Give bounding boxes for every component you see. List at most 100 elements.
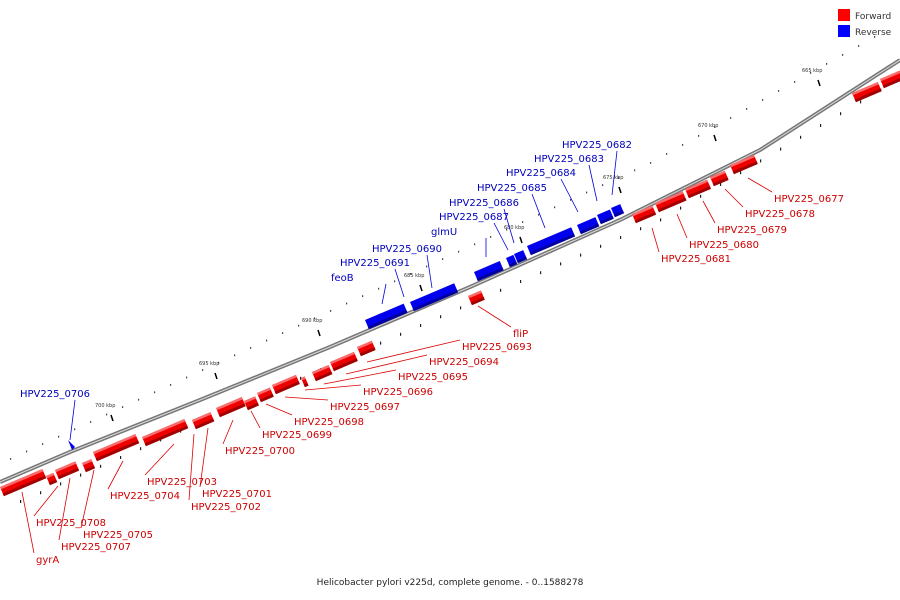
gene-shadow	[882, 76, 900, 89]
forward-gene	[852, 82, 882, 103]
minor-tick	[650, 162, 652, 164]
minor-tick	[120, 456, 122, 459]
minor-tick	[314, 317, 316, 320]
label-leader-line	[58, 477, 71, 541]
gene-shadow	[274, 381, 300, 395]
minor-tick	[522, 221, 524, 223]
gene-shadow	[367, 310, 408, 330]
gene-body	[577, 217, 599, 234]
gene-shine	[244, 396, 257, 404]
minor-tick	[250, 347, 252, 349]
gene-body	[880, 70, 900, 88]
gene-shadow	[359, 347, 376, 357]
minor-tick	[700, 194, 702, 198]
minor-tick	[400, 332, 402, 336]
minor-tick	[300, 376, 302, 380]
reverse-gene	[410, 283, 459, 312]
label-leader-line	[426, 254, 433, 289]
genome-backbone	[0, 58, 900, 484]
minor-tick	[60, 482, 62, 486]
minor-tick	[634, 169, 636, 172]
minor-tick	[26, 450, 28, 453]
gene-shadow	[634, 211, 657, 224]
gene-body	[365, 303, 408, 329]
label-leader-line	[107, 460, 124, 490]
gene-label: HPV225_0703	[147, 477, 217, 488]
label-leader-line	[531, 193, 546, 229]
minor-tick	[720, 183, 722, 186]
forward-gene	[710, 170, 729, 187]
minor-tick	[640, 227, 642, 231]
gene-label: HPV225_0683	[534, 154, 604, 165]
minor-tick	[460, 306, 462, 310]
gene-shine	[93, 434, 137, 455]
gene-shine	[312, 364, 330, 375]
label-leader-line	[284, 396, 329, 401]
label-leader-line	[250, 410, 261, 429]
forward-gene	[244, 396, 259, 411]
minor-tick	[426, 265, 428, 268]
legend-forward-swatch	[838, 9, 850, 21]
gene-body	[312, 364, 333, 381]
label-leader-line	[222, 419, 234, 445]
gene-shine	[192, 412, 212, 423]
minor-tick	[378, 287, 380, 290]
gene-shadow	[303, 382, 309, 388]
label-leader-line	[588, 164, 598, 202]
gene-shadow	[57, 467, 80, 480]
label-leader-line	[33, 485, 59, 517]
minor-tick	[500, 288, 502, 292]
gene-label: HPV225_0702	[191, 502, 261, 513]
gene-label: HPV225_0680	[689, 240, 759, 251]
tick-mark	[519, 236, 523, 244]
minor-tick	[740, 171, 742, 175]
label-leader-line	[188, 433, 195, 501]
minor-tick	[698, 135, 700, 137]
minor-tick	[90, 421, 92, 423]
forward-gene	[82, 459, 96, 473]
gene-shine	[880, 70, 900, 82]
gene-label: HPV225_0687	[439, 212, 509, 223]
label-leader-line	[144, 443, 175, 476]
minor-tick	[570, 199, 572, 201]
label-leader-line	[477, 305, 512, 328]
minor-tick	[42, 443, 44, 445]
forward-gene	[357, 340, 376, 357]
gene-shine	[330, 351, 355, 365]
gene-label: HPV225_0695	[398, 372, 468, 383]
gene-shine	[301, 376, 306, 381]
gene-body	[474, 261, 504, 281]
minor-tick	[586, 191, 588, 194]
gene-shadow	[314, 371, 333, 382]
minor-tick	[826, 63, 828, 65]
scale-ticks: 665 kbp 670 kbp 675 kbp 680 kbp 685 kbp 690 k…	[95, 68, 822, 422]
gene-shadow	[48, 479, 58, 486]
minor-tick	[780, 147, 782, 151]
label-leader-line	[323, 369, 397, 385]
gene-shine	[685, 179, 709, 192]
gene-shadow	[579, 223, 600, 235]
forward-gene	[685, 179, 711, 199]
minor-tick	[800, 135, 802, 139]
minor-tick	[874, 36, 876, 38]
gene-body	[216, 397, 246, 417]
minor-tick	[860, 100, 862, 104]
gene-shadow	[246, 402, 259, 411]
minor-tick	[346, 302, 348, 305]
gene-shadow	[712, 177, 729, 187]
minor-tick	[10, 458, 12, 460]
minor-tick	[282, 332, 284, 334]
gene-label: HPV225_0708	[36, 518, 106, 529]
gene-label: HPV225_0679	[717, 225, 787, 236]
minor-tick	[794, 81, 796, 83]
reverse-gene	[577, 217, 600, 235]
forward-gene	[301, 376, 309, 388]
gene-shine	[82, 459, 93, 466]
minor-tick	[760, 159, 762, 163]
gene-shine	[142, 419, 186, 440]
minor-tick	[520, 280, 522, 283]
gene-shadow	[259, 393, 274, 403]
gene-body	[93, 434, 139, 461]
minor-tick	[74, 428, 76, 431]
